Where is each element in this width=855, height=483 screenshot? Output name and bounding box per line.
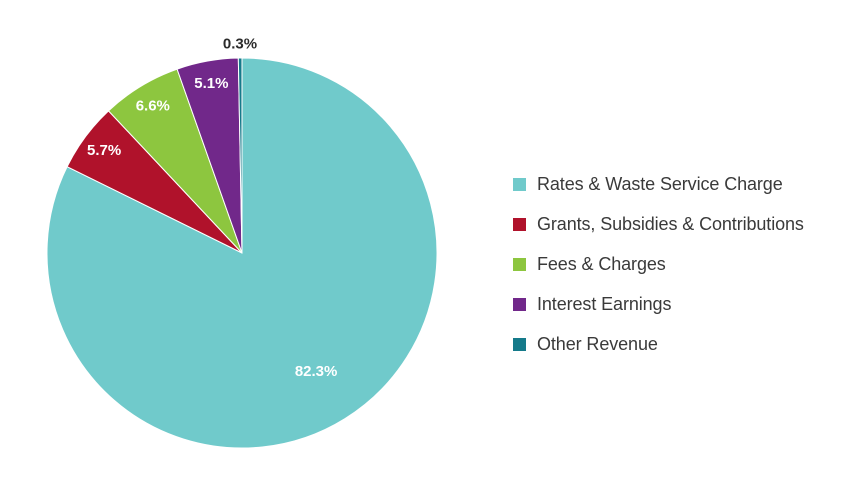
legend-swatch [513, 177, 526, 191]
pie-slices [46, 57, 438, 449]
legend-label: Rates & Waste Service Charge [537, 173, 783, 194]
legend-label: Other Revenue [537, 334, 658, 355]
legend-item: Fees & Charges [513, 244, 804, 284]
legend-item: Rates & Waste Service Charge [513, 164, 804, 204]
slice-label-interest-earnings: 5.1% [194, 75, 228, 92]
legend-swatch [513, 257, 526, 271]
legend-item: Other Revenue [513, 325, 804, 365]
legend-label: Interest Earnings [537, 294, 672, 315]
legend-label: Fees & Charges [537, 253, 666, 274]
pie-slice-other-revenue [237, 57, 243, 254]
legend-item: Grants, Subsidies & Contributions [513, 204, 804, 244]
legend-label: Grants, Subsidies & Contributions [537, 213, 804, 234]
legend-item: Interest Earnings [513, 285, 804, 325]
legend-swatch [513, 298, 526, 312]
slice-label-other-revenue: 0.3% [223, 35, 257, 52]
slice-label-rates-waste-service-charge: 82.3% [295, 363, 338, 380]
slice-label-grants-subsidies-contributions: 5.7% [87, 142, 121, 159]
legend-swatch [513, 338, 526, 352]
chart-legend: Rates & Waste Service Charge Grants, Subs… [513, 164, 804, 365]
pie-slice-labels: 82.3% 5.7% 6.6% 5.1% 0.3% [87, 35, 337, 380]
slice-label-fees-charges: 6.6% [136, 97, 170, 114]
legend-swatch [513, 217, 526, 231]
